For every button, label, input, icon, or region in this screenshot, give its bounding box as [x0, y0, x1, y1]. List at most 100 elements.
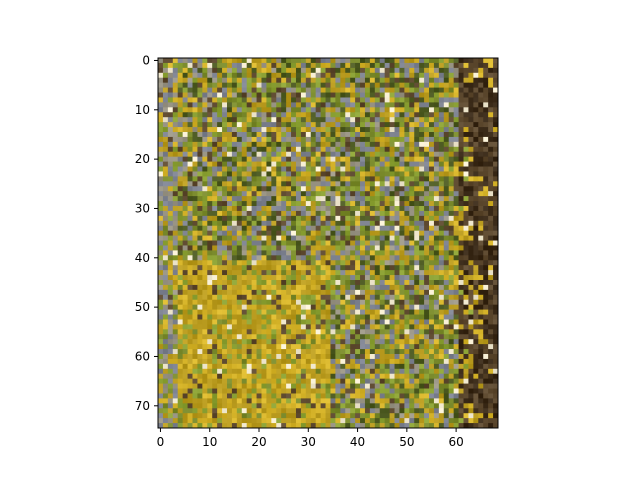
image-pixel [424, 127, 430, 133]
image-pixel [468, 215, 474, 222]
image-pixel [330, 77, 336, 84]
image-pixel [236, 62, 243, 69]
image-pixel [424, 245, 430, 251]
image-pixel [261, 156, 267, 162]
image-pixel [291, 77, 297, 84]
image-pixel [251, 225, 257, 232]
image-pixel [315, 132, 322, 138]
image-pixel [325, 388, 331, 394]
image-pixel [433, 309, 440, 315]
image-pixel [266, 294, 272, 301]
image-pixel [443, 62, 450, 69]
image-pixel [463, 171, 469, 177]
image-pixel [369, 319, 376, 325]
image-pixel [473, 67, 479, 74]
image-pixel [315, 408, 322, 414]
image-pixel [162, 324, 169, 330]
image-pixel [162, 319, 169, 325]
image-pixel [438, 156, 445, 162]
image-pixel [369, 77, 376, 84]
image-pixel [463, 151, 469, 158]
image-pixel [488, 344, 494, 350]
image-pixel [488, 196, 494, 202]
image-pixel [286, 156, 292, 162]
image-pixel [493, 181, 499, 187]
image-pixel [158, 230, 164, 236]
image-pixel [291, 62, 297, 69]
image-pixel [374, 72, 381, 79]
image-pixel [305, 92, 312, 98]
image-pixel [463, 329, 469, 335]
image-pixel [197, 82, 203, 88]
image-pixel [345, 309, 351, 315]
image-pixel [246, 92, 253, 98]
image-pixel [187, 191, 193, 197]
image-pixel [291, 284, 297, 291]
image-pixel [271, 215, 277, 222]
image-pixel [360, 146, 366, 153]
image-pixel [409, 235, 415, 241]
image-pixel [246, 299, 253, 306]
image-pixel [355, 127, 361, 133]
image-pixel [374, 132, 381, 138]
image-pixel [266, 373, 272, 380]
image-pixel [433, 77, 440, 84]
image-pixel [315, 201, 322, 207]
image-pixel [207, 309, 213, 315]
image-pixel [276, 344, 282, 350]
image-pixel [340, 349, 346, 355]
image-pixel [261, 62, 267, 69]
image-pixel [399, 388, 405, 394]
image-pixel [360, 324, 366, 330]
image-pixel [429, 156, 435, 162]
image-pixel [261, 77, 267, 84]
image-pixel [394, 186, 400, 192]
image-pixel [222, 344, 228, 350]
image-pixel [271, 354, 277, 360]
image-pixel [424, 319, 430, 325]
image-pixel [468, 127, 474, 133]
image-pixel [473, 358, 479, 365]
image-pixel [404, 270, 410, 276]
image-pixel [355, 284, 361, 291]
image-pixel [389, 97, 395, 103]
image-pixel [433, 349, 440, 355]
image-pixel [266, 304, 272, 310]
image-pixel [202, 230, 208, 236]
image-pixel [404, 127, 410, 133]
image-pixel [438, 319, 445, 325]
image-pixel [330, 299, 336, 306]
image-pixel [286, 191, 292, 197]
image-pixel [300, 201, 307, 207]
image-pixel [340, 112, 346, 118]
image-pixel [463, 220, 469, 227]
image-pixel [256, 62, 262, 69]
image-pixel [473, 260, 479, 266]
image-pixel [448, 329, 455, 335]
image-pixel [369, 186, 376, 192]
image-pixel [443, 368, 450, 375]
image-pixel [315, 324, 322, 330]
image-pixel [414, 245, 420, 251]
image-pixel [276, 378, 282, 384]
image-pixel [286, 196, 292, 202]
image-pixel [384, 196, 390, 202]
image-pixel [433, 388, 440, 394]
image-pixel [207, 58, 213, 64]
image-pixel [389, 67, 395, 74]
image-pixel [310, 294, 317, 301]
image-pixel [192, 260, 198, 266]
image-pixel [207, 117, 213, 123]
image-pixel [419, 82, 425, 88]
image-pixel [177, 201, 184, 207]
image-pixel [276, 304, 282, 310]
image-pixel [419, 358, 425, 365]
image-pixel [448, 112, 455, 118]
image-pixel [473, 368, 479, 375]
image-pixel [271, 132, 277, 138]
image-pixel [212, 146, 218, 153]
image-pixel [325, 329, 331, 335]
image-pixel [330, 334, 336, 340]
image-pixel [192, 102, 198, 108]
image-pixel [399, 349, 405, 355]
